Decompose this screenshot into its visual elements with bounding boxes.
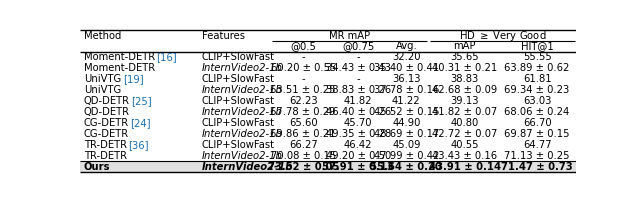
- Text: 47.99 ± 0.42: 47.99 ± 0.42: [374, 151, 439, 161]
- Text: CLIP+SlowFast: CLIP+SlowFast: [202, 118, 275, 128]
- Text: Method: Method: [84, 30, 122, 41]
- Text: 70.08 ± 0.15: 70.08 ± 0.15: [271, 151, 336, 161]
- Text: @0.5: @0.5: [291, 41, 316, 51]
- Text: [19]: [19]: [123, 74, 143, 84]
- Text: 55.64 ± 0.20: 55.64 ± 0.20: [371, 162, 442, 172]
- Text: Moment-DETR: Moment-DETR: [84, 52, 155, 62]
- Text: 42.68 ± 0.09: 42.68 ± 0.09: [432, 85, 497, 95]
- Text: InternVideo2-1b: InternVideo2-1b: [202, 107, 282, 117]
- Text: 68.06 ± 0.24: 68.06 ± 0.24: [504, 107, 570, 117]
- Text: 41.82 ± 0.07: 41.82 ± 0.07: [432, 107, 497, 117]
- Text: Features: Features: [202, 30, 244, 41]
- Text: 67.78 ± 0.29: 67.78 ± 0.29: [271, 107, 336, 117]
- Text: CG-DETR: CG-DETR: [84, 129, 129, 139]
- Text: 46.40 ± 0.26: 46.40 ± 0.26: [326, 107, 391, 117]
- Text: CLIP+SlowFast: CLIP+SlowFast: [202, 140, 275, 150]
- Text: 69.86 ± 0.21: 69.86 ± 0.21: [271, 129, 336, 139]
- Text: 37.78 ± 0.16: 37.78 ± 0.16: [374, 85, 439, 95]
- Text: 43.43 ± 0.16: 43.43 ± 0.16: [432, 151, 497, 161]
- Text: 38.83: 38.83: [451, 74, 479, 84]
- Text: @0.75: @0.75: [342, 41, 374, 51]
- Text: 71.13 ± 0.25: 71.13 ± 0.25: [504, 151, 570, 161]
- Text: 39.13: 39.13: [451, 96, 479, 106]
- Text: InternVideo2-1b: InternVideo2-1b: [202, 151, 282, 161]
- Text: 73.52 ± 0.05: 73.52 ± 0.05: [268, 162, 339, 172]
- Bar: [80, 161, 576, 172]
- Text: 63.89 ± 0.62: 63.89 ± 0.62: [504, 63, 570, 73]
- Text: InternVideo2-1b: InternVideo2-1b: [202, 85, 282, 95]
- Text: 45.52 ± 0.15: 45.52 ± 0.15: [374, 107, 439, 117]
- Text: 64.77: 64.77: [523, 140, 552, 150]
- Text: InternVideo2-1b: InternVideo2-1b: [202, 63, 282, 73]
- Text: Ours: Ours: [84, 162, 111, 172]
- Text: 65.60: 65.60: [289, 118, 317, 128]
- Text: TR-DETR: TR-DETR: [84, 151, 127, 161]
- Text: CLIP+SlowFast: CLIP+SlowFast: [202, 52, 275, 62]
- Text: 48.69 ± 0.17: 48.69 ± 0.17: [374, 129, 439, 139]
- Text: 57.91 ± 0.13: 57.91 ± 0.13: [323, 162, 394, 172]
- Text: CG-DETR: CG-DETR: [84, 118, 129, 128]
- Text: 43.91 ± 0.14: 43.91 ± 0.14: [429, 162, 500, 172]
- Text: 32.20: 32.20: [392, 52, 420, 62]
- Text: 34.43 ± 0.43: 34.43 ± 0.43: [326, 63, 390, 73]
- Text: 63.03: 63.03: [523, 96, 551, 106]
- Text: 46.42: 46.42: [344, 140, 372, 150]
- Text: 71.47 ± 0.73: 71.47 ± 0.73: [501, 162, 573, 172]
- Text: 45.70: 45.70: [344, 118, 372, 128]
- Text: 63.51 ± 0.25: 63.51 ± 0.25: [271, 85, 336, 95]
- Text: CLIP+SlowFast: CLIP+SlowFast: [202, 74, 275, 84]
- Text: 62.23: 62.23: [289, 96, 317, 106]
- Text: 60.20 ± 0.55: 60.20 ± 0.55: [271, 63, 336, 73]
- Text: 36.13: 36.13: [392, 74, 420, 84]
- Text: 40.31 ± 0.21: 40.31 ± 0.21: [432, 63, 497, 73]
- Text: 35.40 ± 0.41: 35.40 ± 0.41: [374, 63, 439, 73]
- Text: mAP: mAP: [453, 41, 476, 51]
- Text: MR mAP: MR mAP: [329, 30, 371, 41]
- Text: 42.72 ± 0.07: 42.72 ± 0.07: [432, 129, 497, 139]
- Text: 41.82: 41.82: [344, 96, 372, 106]
- Text: [25]: [25]: [131, 96, 152, 106]
- Text: HD $\geq$ Very Good: HD $\geq$ Very Good: [459, 29, 547, 42]
- Text: -: -: [356, 52, 360, 62]
- Text: 44.90: 44.90: [392, 118, 420, 128]
- Text: CLIP+SlowFast: CLIP+SlowFast: [202, 96, 275, 106]
- Text: 69.87 ± 0.15: 69.87 ± 0.15: [504, 129, 570, 139]
- Text: HIT@1: HIT@1: [521, 41, 554, 51]
- Text: Avg.: Avg.: [396, 41, 417, 51]
- Text: 40.80: 40.80: [451, 118, 479, 128]
- Text: 41.22: 41.22: [392, 96, 420, 106]
- Text: 38.83 ± 0.26: 38.83 ± 0.26: [326, 85, 391, 95]
- Text: UniVTG: UniVTG: [84, 74, 121, 84]
- Text: -: -: [301, 74, 305, 84]
- Text: 61.81: 61.81: [523, 74, 552, 84]
- Text: QD-DETR: QD-DETR: [84, 96, 130, 106]
- Text: 66.27: 66.27: [289, 140, 317, 150]
- Text: [24]: [24]: [131, 118, 151, 128]
- Text: 49.35 ± 0.28: 49.35 ± 0.28: [326, 129, 391, 139]
- Text: -: -: [356, 74, 360, 84]
- Text: QD-DETR: QD-DETR: [84, 107, 130, 117]
- Text: -: -: [301, 52, 305, 62]
- Text: Moment-DETR: Moment-DETR: [84, 63, 155, 73]
- Text: [36]: [36]: [129, 140, 149, 150]
- Text: 45.09: 45.09: [392, 140, 420, 150]
- Text: 40.55: 40.55: [451, 140, 479, 150]
- Text: InternVideo2-1b: InternVideo2-1b: [202, 129, 282, 139]
- Text: 35.65: 35.65: [451, 52, 479, 62]
- Text: [16]: [16]: [157, 52, 177, 62]
- Text: InternVideo2-1b: InternVideo2-1b: [202, 162, 293, 172]
- Text: 55.55: 55.55: [523, 52, 552, 62]
- Text: UniVTG: UniVTG: [84, 85, 121, 95]
- Text: 69.34 ± 0.23: 69.34 ± 0.23: [504, 85, 570, 95]
- Text: TR-DETR: TR-DETR: [84, 140, 127, 150]
- Text: 66.70: 66.70: [523, 118, 552, 128]
- Text: 49.20 ± 0.50: 49.20 ± 0.50: [326, 151, 391, 161]
